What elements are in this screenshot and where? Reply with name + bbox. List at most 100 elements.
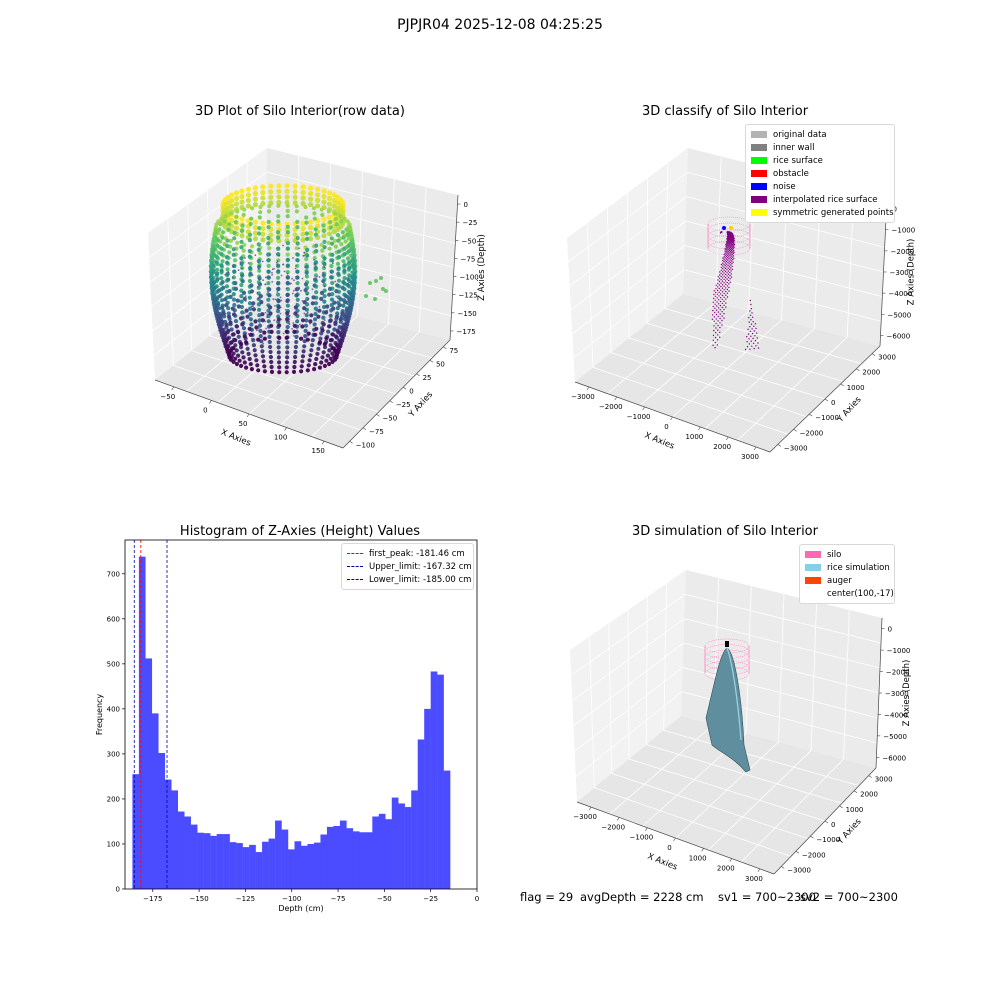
- raw-point: [341, 259, 346, 264]
- raw-point: [304, 264, 309, 269]
- legend-entry: silo: [805, 548, 889, 561]
- raw-point: [308, 190, 314, 197]
- legend-label: original data: [773, 129, 827, 140]
- raw-inner-point: [298, 247, 300, 250]
- raw-point: [313, 301, 319, 306]
- raw-inner-point: [288, 318, 291, 320]
- histogram-bar: [301, 845, 308, 889]
- y-tick-label: 0: [409, 387, 413, 395]
- raw-inner-point: [336, 328, 338, 331]
- raw-point: [217, 294, 222, 299]
- z-tick-label: −100: [460, 274, 479, 282]
- classify-points: [711, 226, 760, 351]
- raw-point: [238, 316, 244, 321]
- legend-entry: rice simulation: [805, 561, 890, 574]
- raw-point: [299, 336, 304, 341]
- histogram-bar: [378, 813, 386, 889]
- left-pane: [570, 570, 686, 802]
- raw-point: [295, 252, 300, 257]
- histogram-bar: [385, 819, 392, 889]
- interpolated-point: [755, 332, 758, 334]
- x-tick-label: −3000: [573, 813, 597, 821]
- raw-point: [294, 293, 299, 298]
- raw-point: [321, 315, 326, 320]
- raw-point: [276, 350, 281, 355]
- raw-point: [285, 263, 290, 268]
- floor-gridline: [592, 366, 789, 435]
- raw-point: [308, 230, 314, 236]
- interpolated-point: [717, 286, 719, 288]
- interpolated-point: [719, 271, 721, 273]
- y-axis-line: [342, 339, 451, 449]
- histogram-bar: [352, 831, 360, 889]
- x-tick-label: 2000: [717, 865, 735, 873]
- raw-point: [326, 240, 331, 245]
- raw-point: [325, 304, 330, 309]
- raw-point: [329, 275, 334, 280]
- raw-point: [316, 314, 321, 319]
- interpolated-point: [728, 263, 730, 265]
- y-tick-label: 0: [831, 399, 835, 407]
- raw-inner-point: [294, 267, 297, 270]
- raw-point: [266, 263, 271, 268]
- raw-inner-point: [299, 323, 301, 326]
- raw-inner-point: [233, 309, 236, 312]
- raw-inner-point: [282, 244, 284, 247]
- raw-point: [257, 282, 263, 287]
- histogram-bar: [229, 842, 237, 889]
- legend-swatch: [805, 590, 821, 597]
- interpolated-point: [751, 328, 753, 330]
- histogram-frame: [124, 539, 478, 890]
- interpolated-point: [721, 324, 723, 326]
- interpolated-point: [713, 297, 715, 300]
- interpolated-point: [715, 288, 717, 290]
- interpolated-point: [730, 270, 732, 272]
- raw-point: [284, 360, 289, 365]
- raw-inner-point: [284, 308, 287, 311]
- histogram-bar: [430, 671, 438, 889]
- raw-point: [300, 189, 306, 196]
- raw-point: [340, 311, 345, 316]
- interpolated-point: [732, 250, 734, 253]
- raw-point: [335, 306, 340, 311]
- interpolated-point: [748, 338, 750, 340]
- raw-point: [315, 186, 321, 192]
- raw-point: [239, 363, 244, 368]
- raw-point: [242, 296, 247, 301]
- raw-point: [241, 248, 246, 253]
- raw-inner-point: [261, 317, 263, 320]
- interpolated-point: [728, 248, 730, 250]
- raw-point: [267, 293, 272, 298]
- raw-point: [276, 199, 282, 206]
- raw-point: [347, 260, 352, 265]
- raw-point: [313, 306, 318, 311]
- raw-point: [305, 253, 310, 258]
- interpolated-point: [725, 243, 727, 246]
- raw-point: [284, 183, 290, 189]
- raw-point: [276, 345, 281, 350]
- raw-point: [333, 334, 339, 339]
- raw-point: [330, 252, 335, 257]
- interpolated-point: [727, 242, 730, 244]
- raw-point: [333, 244, 338, 249]
- interpolated-point: [721, 302, 723, 305]
- raw-point: [277, 323, 282, 328]
- raw-point: [325, 353, 330, 358]
- z-tick-label: −4000: [889, 290, 913, 298]
- raw-point: [252, 202, 258, 208]
- interpolated-point: [728, 283, 730, 285]
- raw-inner-point: [239, 261, 242, 264]
- raw-point: [316, 346, 321, 351]
- raw-point: [250, 244, 255, 249]
- raw-point: [330, 332, 335, 337]
- interpolated-point: [727, 251, 730, 253]
- raw-inner-point: [293, 313, 295, 315]
- raw-point: [338, 317, 343, 322]
- interpolated-point: [733, 244, 735, 247]
- raw-point: [335, 283, 340, 288]
- raw-point: [352, 266, 357, 271]
- raw-point: [247, 295, 252, 300]
- floor-gridline: [173, 364, 361, 431]
- raw-inner-point: [244, 257, 246, 259]
- raw-point: [229, 198, 235, 204]
